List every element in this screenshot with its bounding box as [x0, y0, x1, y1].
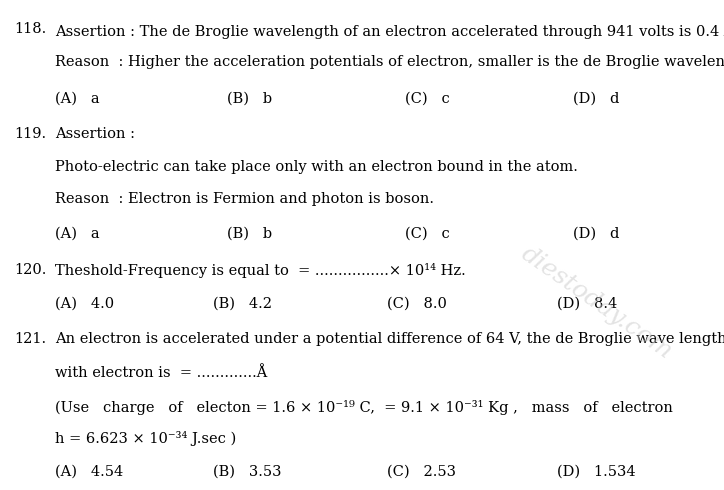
Text: (D)   d: (D) d	[573, 91, 620, 105]
Text: (B)   3.53: (B) 3.53	[213, 465, 282, 479]
Text: (A)   a: (A) a	[56, 91, 100, 105]
Text: Assertion :: Assertion :	[56, 127, 135, 141]
Text: (D)   d: (D) d	[573, 227, 620, 241]
Text: 121.: 121.	[14, 332, 46, 346]
Text: Assertion : The de Broglie wavelength of an electron accelerated through 941 vol: Assertion : The de Broglie wavelength of…	[56, 22, 724, 39]
Text: Photo-electric can take place only with an electron bound in the atom.: Photo-electric can take place only with …	[56, 160, 578, 173]
Text: An electron is accelerated under a potential difference of 64 V, the de Broglie : An electron is accelerated under a poten…	[56, 332, 724, 346]
Text: diestoday.com: diestoday.com	[516, 242, 676, 364]
Text: (B)   b: (B) b	[227, 227, 272, 241]
Text: 119.: 119.	[14, 127, 46, 141]
Text: (C)   c: (C) c	[405, 91, 450, 105]
Text: (C)   8.0: (C) 8.0	[387, 297, 447, 311]
Text: (C)   2.53: (C) 2.53	[387, 465, 456, 479]
Text: (D)   1.534: (D) 1.534	[557, 465, 636, 479]
Text: (A)   4.54: (A) 4.54	[56, 465, 124, 479]
Text: (D)   8.4: (D) 8.4	[557, 297, 618, 311]
Text: (A)   a: (A) a	[56, 227, 100, 241]
Text: 118.: 118.	[14, 22, 46, 36]
Text: (A)   4.0: (A) 4.0	[56, 297, 114, 311]
Text: h = 6.623 × 10⁻³⁴ J.sec ): h = 6.623 × 10⁻³⁴ J.sec )	[56, 431, 237, 446]
Text: with electron is  = .............Å: with electron is = .............Å	[56, 366, 268, 380]
Text: Reason  : Electron is Fermion and photon is boson.: Reason : Electron is Fermion and photon …	[56, 192, 434, 206]
Text: 120.: 120.	[14, 263, 47, 277]
Text: (Use   charge   of   electon = 1.6 × 10⁻¹⁹ C,  = 9.1 × 10⁻³¹ Kg ,   mass   of   : (Use charge of electon = 1.6 × 10⁻¹⁹ C, …	[56, 400, 673, 415]
Text: (B)   b: (B) b	[227, 91, 272, 105]
Text: (B)   4.2: (B) 4.2	[213, 297, 272, 311]
Text: Theshold-Frequency is equal to  = ................× 10¹⁴ Hz.: Theshold-Frequency is equal to = .......…	[56, 263, 466, 278]
Text: (C)   c: (C) c	[405, 227, 450, 241]
Text: Reason  : Higher the acceleration potentials of electron, smaller is the de Brog: Reason : Higher the acceleration potenti…	[56, 55, 724, 69]
